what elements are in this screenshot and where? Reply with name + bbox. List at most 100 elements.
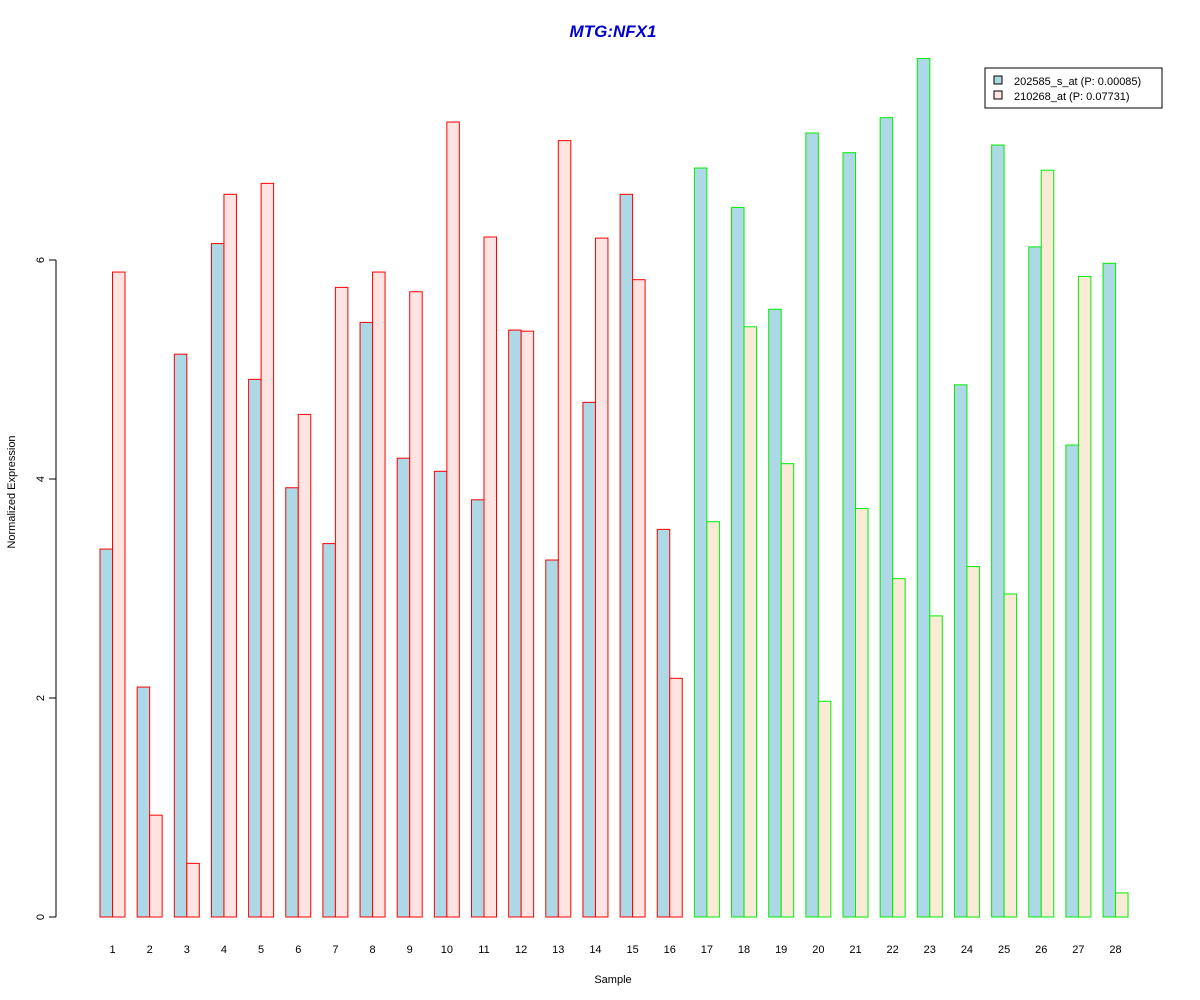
x-tick-label: 5 — [258, 944, 264, 956]
bar-202585-sample-5 — [248, 378, 262, 918]
bar-202585-sample-11 — [471, 499, 485, 918]
bar-210268-sample-26 — [1040, 169, 1055, 918]
bar-210268-sample-15 — [632, 279, 646, 918]
bar-210268-sample-18 — [743, 326, 758, 918]
legend-swatch-202585 — [993, 75, 1003, 85]
bar-210268-sample-10 — [446, 121, 460, 918]
bar-210268-sample-6 — [297, 413, 312, 918]
bar-210268-sample-28 — [1115, 892, 1129, 918]
bar-202585-sample-1 — [99, 548, 113, 918]
y-tick-label: 2 — [35, 695, 47, 701]
bar-210268-sample-2 — [149, 814, 163, 918]
bar-202585-sample-2 — [136, 686, 151, 918]
x-axis-label: Sample — [594, 974, 631, 986]
bar-202585-sample-13 — [545, 559, 559, 918]
bar-210268-sample-7 — [334, 286, 349, 918]
x-tick-label: 16 — [664, 944, 676, 956]
bar-202585-sample-4 — [210, 243, 225, 918]
bar-202585-sample-10 — [433, 470, 448, 918]
x-tick-label: 1 — [109, 944, 115, 956]
bar-210268-sample-23 — [929, 615, 943, 918]
bar-202585-sample-28 — [1102, 262, 1117, 918]
x-tick-label: 24 — [961, 944, 973, 956]
x-tick-label: 23 — [924, 944, 936, 956]
bar-202585-sample-19 — [768, 308, 782, 918]
x-tick-label: 9 — [407, 944, 413, 956]
bar-210268-sample-4 — [223, 193, 237, 918]
legend-label-210268: 210268_at (P: 0.07731) — [1014, 91, 1130, 103]
bar-210268-sample-13 — [557, 140, 572, 918]
x-tick-label: 10 — [441, 944, 453, 956]
bar-202585-sample-23 — [916, 58, 931, 918]
chart-title: MTG:NFX1 — [570, 22, 657, 41]
x-tick-label: 6 — [295, 944, 301, 956]
x-tick-label: 15 — [626, 944, 638, 956]
bar-202585-sample-15 — [619, 193, 634, 918]
x-tick-label: 3 — [184, 944, 190, 956]
bar-202585-sample-7 — [322, 543, 336, 918]
bar-210268-sample-5 — [260, 182, 275, 918]
bar-202585-sample-18 — [731, 206, 745, 918]
bar-210268-sample-17 — [706, 521, 720, 918]
y-axis-label: Normalized Expression — [6, 435, 18, 548]
x-tick-label: 28 — [1109, 944, 1121, 956]
bar-210268-sample-16 — [669, 677, 683, 918]
bar-202585-sample-3 — [173, 353, 188, 918]
x-tick-label: 19 — [775, 944, 787, 956]
bars — [99, 58, 1129, 918]
bar-202585-sample-21 — [842, 152, 856, 918]
legend-swatch-210268 — [993, 90, 1003, 100]
bar-210268-sample-20 — [817, 700, 832, 918]
y-tick-label: 0 — [35, 914, 47, 920]
bar-202585-sample-14 — [582, 401, 596, 918]
bar-210268-sample-27 — [1077, 275, 1092, 918]
bar-210268-sample-21 — [855, 508, 869, 918]
bar-210268-sample-22 — [892, 578, 906, 918]
bar-210268-sample-1 — [112, 271, 126, 918]
bar-202585-sample-12 — [508, 329, 522, 918]
x-tick-label: 17 — [701, 944, 713, 956]
bar-202585-sample-22 — [879, 117, 894, 918]
bar-210268-sample-3 — [186, 862, 200, 918]
x-tick-label: 8 — [369, 944, 375, 956]
x-tick-label: 14 — [589, 944, 601, 956]
y-ticks: 0 2 4 6 — [35, 257, 56, 920]
bar-210268-sample-19 — [780, 463, 795, 918]
bar-202585-sample-9 — [396, 457, 411, 918]
bar-202585-sample-24 — [953, 384, 968, 918]
x-tick-label: 22 — [887, 944, 899, 956]
x-tick-label: 4 — [221, 944, 227, 956]
bar-202585-sample-20 — [805, 132, 819, 918]
bar-202585-sample-16 — [656, 528, 671, 918]
bar-210268-sample-24 — [966, 566, 980, 918]
y-tick-label: 4 — [35, 476, 47, 482]
bar-210268-sample-25 — [1003, 593, 1018, 918]
legend: 202585_s_at (P: 0.00085) 210268_at (P: 0… — [984, 67, 1163, 109]
x-tick-label: 25 — [998, 944, 1010, 956]
bar-210268-sample-12 — [520, 330, 535, 918]
x-tick-label: 26 — [1035, 944, 1047, 956]
x-tick-label: 21 — [849, 944, 861, 956]
bar-202585-sample-8 — [359, 321, 374, 918]
x-tick-label: 20 — [812, 944, 824, 956]
bar-202585-sample-26 — [1028, 246, 1042, 918]
x-tick-label: 12 — [515, 944, 527, 956]
bar-210268-sample-11 — [483, 236, 497, 918]
x-tick-label: 11 — [478, 944, 489, 956]
bar-210268-sample-9 — [409, 291, 423, 918]
bar-202585-sample-27 — [1065, 444, 1079, 918]
x-tick-labels: 1 2 3 4 5 6 7 8 9 10 11 12 13 14 15 16 17 18 19 20 21 22 23 24 2… — [109, 944, 1121, 956]
legend-box — [984, 67, 1163, 109]
x-tick-label: 18 — [738, 944, 750, 956]
y-tick-label: 6 — [35, 257, 47, 263]
bar-202585-sample-6 — [285, 487, 299, 918]
bar-210268-sample-14 — [594, 237, 609, 918]
bar-202585-sample-17 — [693, 167, 708, 918]
bar-202585-sample-25 — [991, 144, 1005, 918]
x-tick-label: 27 — [1072, 944, 1084, 956]
legend-label-202585: 202585_s_at (P: 0.00085) — [1014, 76, 1141, 88]
x-tick-label: 13 — [552, 944, 564, 956]
x-tick-label: 7 — [332, 944, 338, 956]
x-tick-label: 2 — [147, 944, 153, 956]
